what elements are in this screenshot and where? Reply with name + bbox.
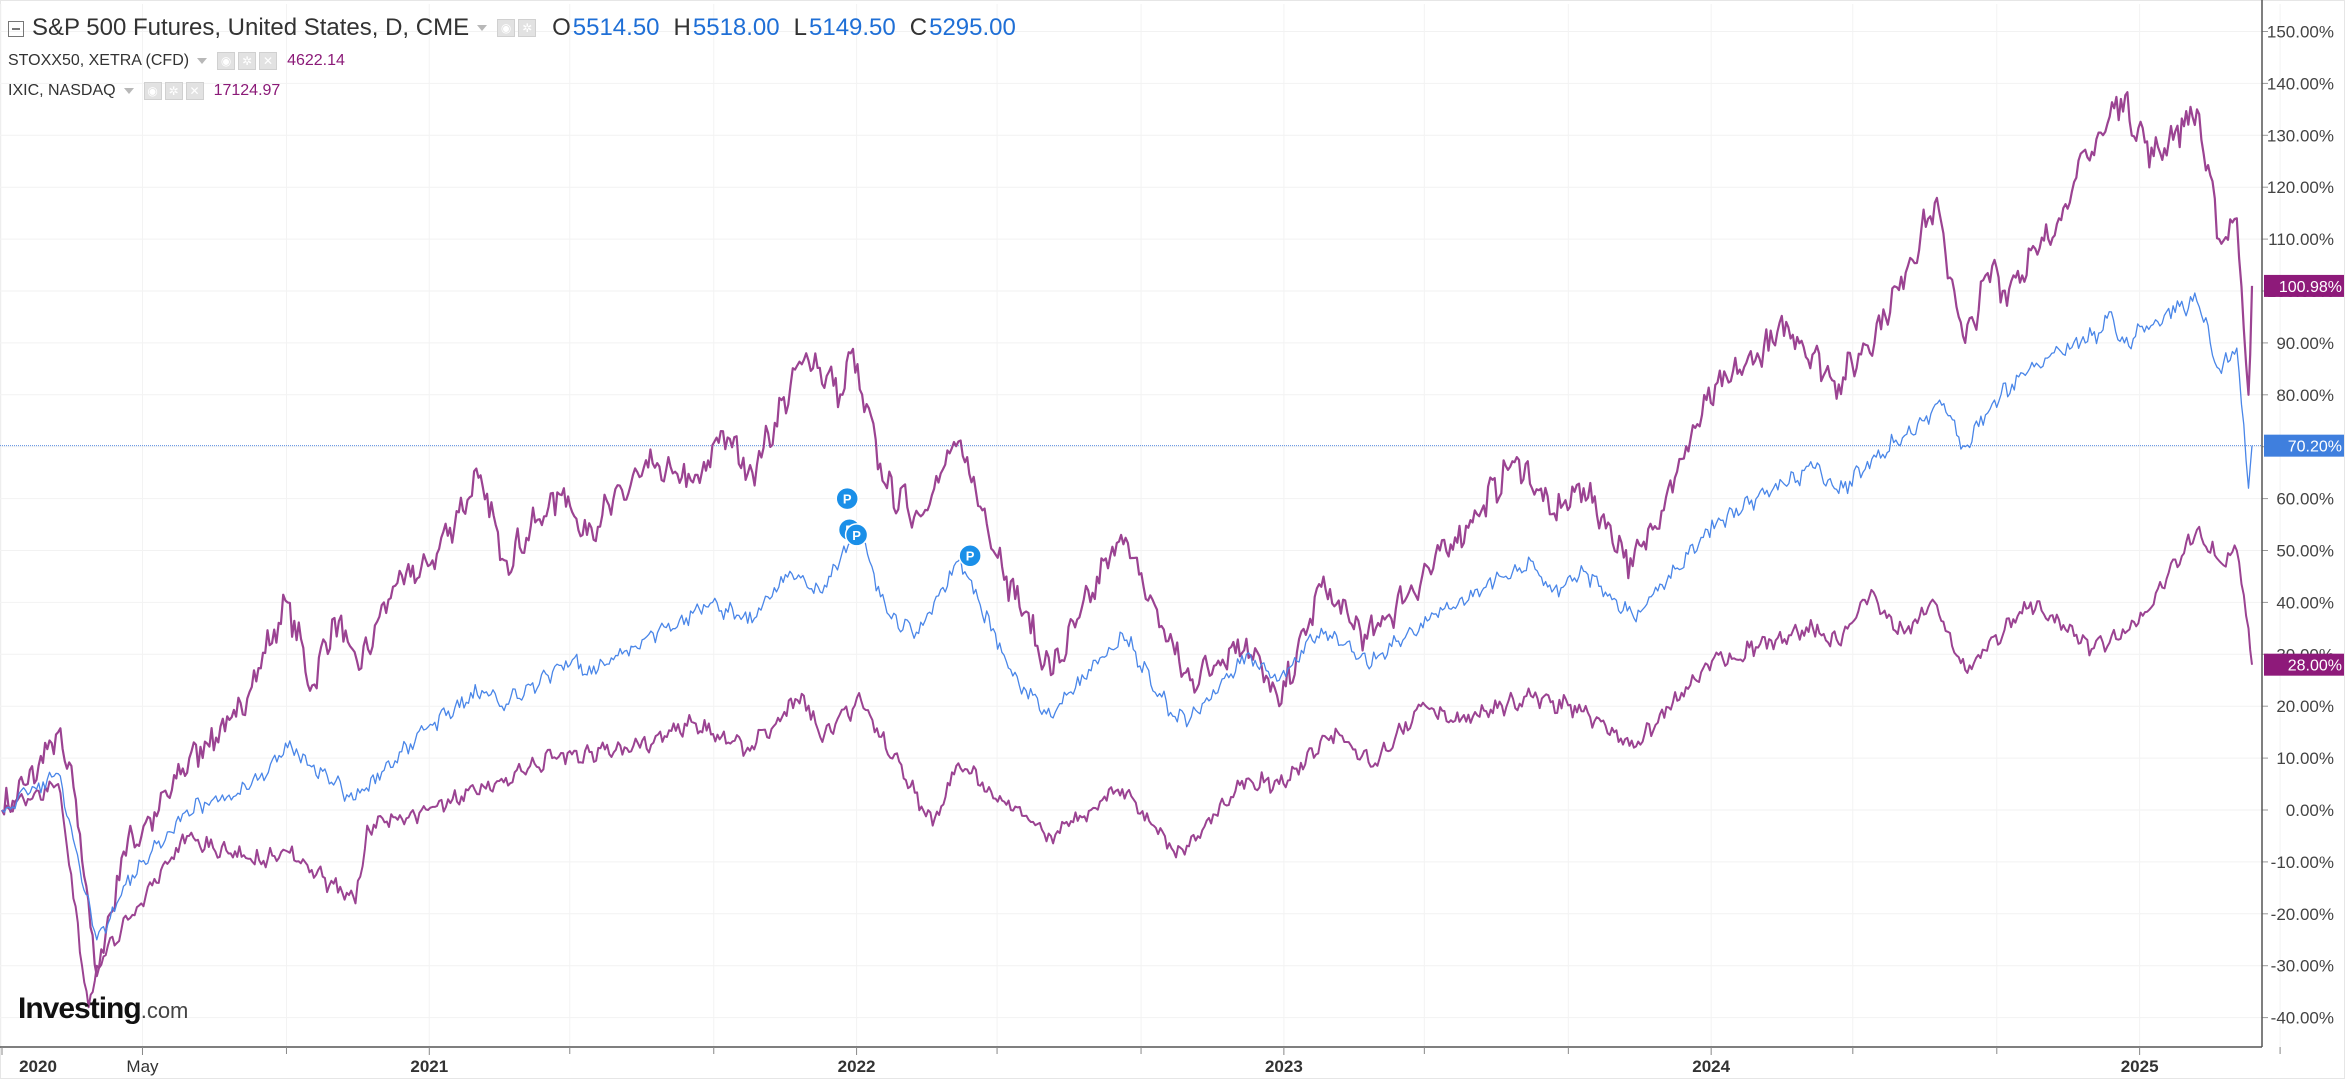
series-tools: ◉ ✲ ✕ [143,82,204,100]
y-tick-label: -10.00% [2271,853,2334,872]
x-tick-label: 2021 [410,1057,448,1076]
low-label: L [793,14,807,41]
gear-icon[interactable]: ✲ [518,19,537,37]
investing-logo: Investing.com [18,992,188,1026]
y-tick-label: 90.00% [2276,334,2334,353]
series-value: 17124.97 [213,82,281,99]
y-tick-label: -30.00% [2271,957,2334,976]
eye-icon[interactable]: ◉ [497,19,516,37]
event-marker-label: P [852,528,861,543]
end-labels: 100.98% 70.20% 28.00% [2264,274,2344,676]
end-label: 28.00% [2288,658,2342,675]
close-icon[interactable]: ✕ [185,82,204,100]
series-line [1,91,2254,978]
series-value: 4622.14 [287,52,345,69]
series-title: STOXX50, XETRA (CFD) [8,52,190,69]
y-tick-label: 0.00% [2286,801,2334,820]
x-tick-label: May [126,1057,159,1076]
x-tick-label: 2024 [1692,1057,1730,1076]
low-value: 5149.50 [809,14,896,41]
series-line [1,292,2253,941]
main-series-title: S&P 500 Futures, United States, D, CME [32,14,470,41]
event-marker-label: P [843,492,852,507]
logo-suffix: .com [140,998,189,1023]
chevron-down-icon[interactable] [477,25,488,31]
logo-brand: Investing [18,992,142,1025]
eye-icon[interactable]: ◉ [217,52,236,70]
x-tick-label: 2022 [838,1057,876,1076]
chevron-down-icon[interactable] [123,88,134,94]
high-value: 5518.00 [692,14,780,41]
series-lines [1,91,2254,1009]
legend-main-series[interactable]: S&P 500 Futures, United States, D, CME ◉… [8,14,1016,42]
y-tick-label: 140.00% [2267,74,2334,93]
close-label: C [909,14,928,41]
x-tick-label: 2023 [1265,1057,1303,1076]
close-value: 5295.00 [929,14,1016,41]
event-marker[interactable] [835,486,859,511]
y-tick-label: 40.00% [2276,593,2334,612]
event-markers[interactable]: PPPP [835,486,982,568]
y-tick-label: 10.00% [2276,749,2334,768]
series-line [1,525,2253,1009]
y-tick-label: 20.00% [2276,697,2334,716]
y-tick-label: 150.00% [2267,23,2334,42]
end-label-bg [2264,274,2344,297]
eye-icon[interactable]: ◉ [143,82,162,100]
y-tick-label: 80.00% [2276,386,2334,405]
series-tools: ◉ ✲ ✕ [217,52,278,70]
chevron-down-icon[interactable] [197,58,208,64]
legend-series-stoxx[interactable]: STOXX50, XETRA (CFD) ◉ ✲ ✕ 4622.14 [8,52,345,70]
series-tools: ◉ ✲ [497,19,537,37]
y-tick-label: -40.00% [2271,1009,2334,1028]
end-label-bg [2264,434,2344,457]
event-marker-label: P [966,549,975,564]
legend-series-ixic[interactable]: IXIC, NASDAQ ◉ ✲ ✕ 17124.97 [8,82,280,100]
series-title: IXIC, NASDAQ [8,82,116,99]
y-tick-label: 120.00% [2267,178,2334,197]
x-tick-label: 2020 [19,1057,57,1076]
end-label: 70.20% [2288,439,2342,456]
end-label-bg [2264,653,2344,676]
x-tick-label: 2025 [2121,1057,2159,1076]
event-marker[interactable] [844,523,869,547]
collapse-icon[interactable] [8,21,24,37]
end-label: 100.98% [2279,279,2342,296]
y-tick-label: 110.00% [2268,230,2334,249]
y-tick-label: 130.00% [2267,126,2334,145]
y-tick-label: 60.00% [2276,490,2334,509]
y-tick-label: 50.00% [2276,542,2334,561]
gear-icon[interactable]: ✲ [238,52,257,70]
open-label: O [552,14,571,41]
close-icon[interactable]: ✕ [259,52,278,70]
y-tick-label: -20.00% [2271,905,2334,924]
open-value: 5514.50 [572,14,660,41]
event-marker[interactable] [958,543,982,568]
gear-icon[interactable]: ✲ [164,82,183,100]
high-label: H [673,14,691,41]
